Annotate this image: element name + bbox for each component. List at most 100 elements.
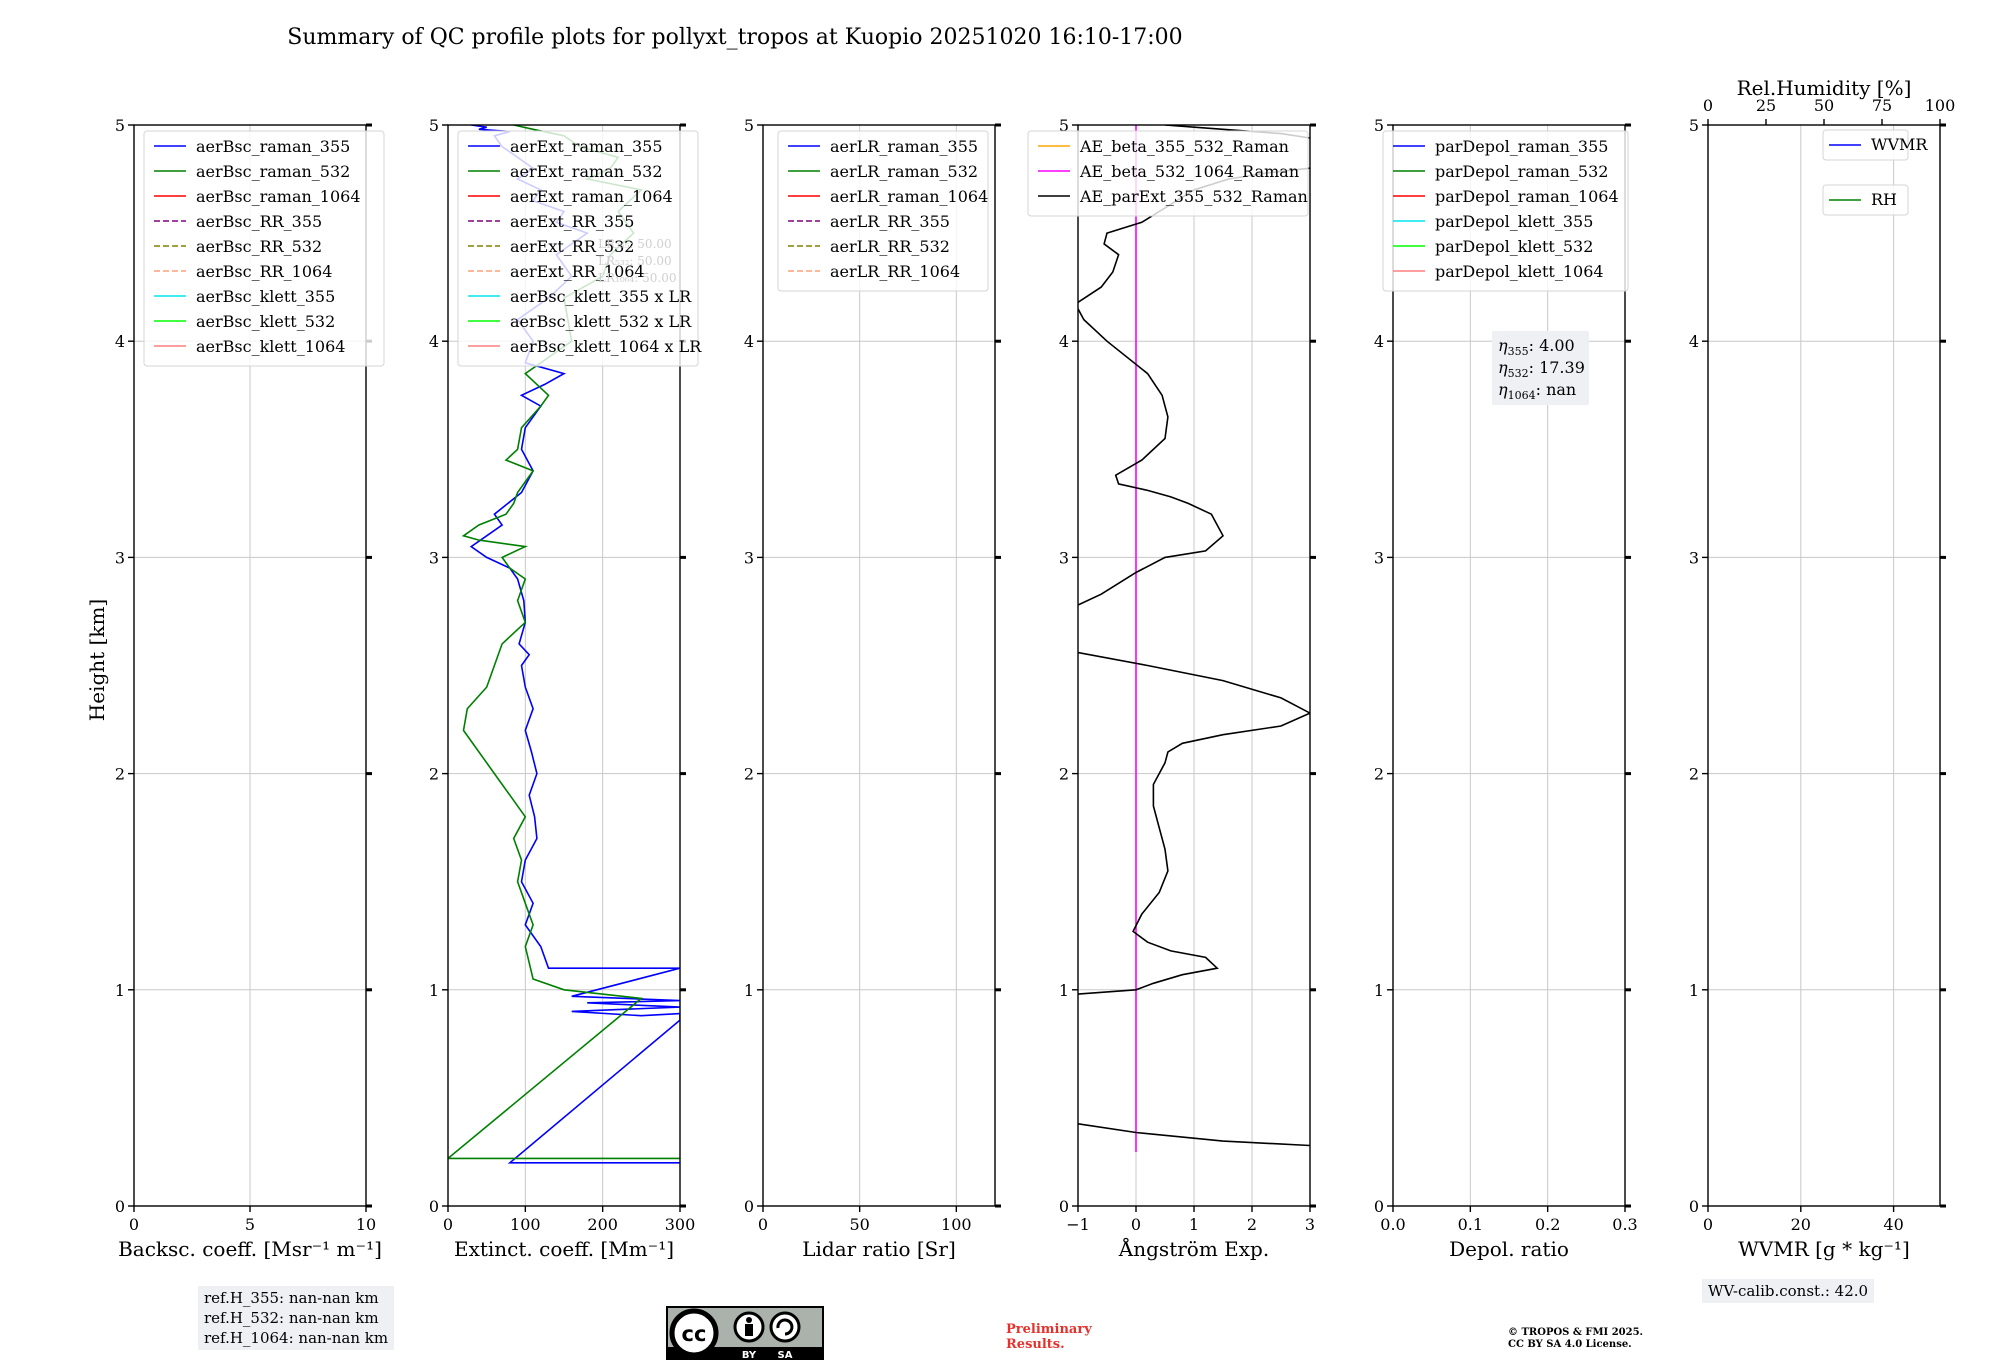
y-tick-label: 1 bbox=[115, 981, 125, 1000]
x-axis-label: Extinct. coeff. [Mm⁻¹] bbox=[454, 1237, 674, 1261]
x-tick-label: 1 bbox=[1189, 1215, 1199, 1234]
legend: aerLR_raman_355 aerLR_raman_532 aerLR_rama… bbox=[777, 130, 989, 292]
chart-title: Summary of QC profile plots for pollyxt_… bbox=[287, 25, 1182, 50]
y-tick-label: 5 bbox=[744, 116, 754, 135]
x-tick-label: 300 bbox=[665, 1215, 696, 1234]
preliminary-line-2: Results. bbox=[1006, 1337, 1065, 1352]
x-tick-label: 0 bbox=[1131, 1215, 1141, 1234]
y-tick-label: 4 bbox=[1059, 332, 1069, 351]
reference-height-box: ref.H_355: nan-nan km ref.H_532: nan-nan… bbox=[198, 1286, 395, 1350]
copyright-note: © TROPOS & FMI 2025. CC BY SA 4.0 Licens… bbox=[1508, 1327, 1643, 1351]
by-person-head-icon bbox=[746, 1317, 752, 1323]
legend-label: aerBsc_raman_1064 bbox=[196, 187, 361, 206]
x-axis-label: Depol. ratio bbox=[1449, 1237, 1569, 1261]
x-axis-label: Lidar ratio [Sr] bbox=[802, 1237, 956, 1261]
legend-box bbox=[457, 130, 699, 367]
y-tick-label: 1 bbox=[1689, 981, 1699, 1000]
x-tick-label: 0.3 bbox=[1612, 1215, 1637, 1234]
x-tick-label: 0 bbox=[1703, 1215, 1713, 1234]
eta-symbol: η bbox=[1498, 336, 1508, 355]
y-tick-label: 4 bbox=[744, 332, 754, 351]
y-tick-label: 4 bbox=[115, 332, 125, 351]
top-x-tick-label: 50 bbox=[1814, 96, 1834, 115]
legend-label: parDepol_klett_532 bbox=[1435, 237, 1593, 256]
legend-label: parDepol_raman_532 bbox=[1435, 162, 1608, 181]
y-tick-label: 2 bbox=[744, 765, 754, 784]
lidar-ratio-note: LR₁₀₆₄: 50.00 bbox=[598, 271, 676, 285]
y-axis-label: Height [km] bbox=[85, 599, 109, 721]
legend-box bbox=[1822, 184, 1909, 216]
legend-label: aerBsc_RR_532 bbox=[196, 237, 322, 256]
legend-label: aerBsc_klett_355 bbox=[196, 287, 335, 306]
cc-by-sa-license-badge: cc BY SA bbox=[666, 1306, 824, 1360]
cc-logo-icon bbox=[669, 1308, 719, 1358]
legend-label: parDepol_raman_1064 bbox=[1435, 187, 1619, 206]
y-tick-label: 5 bbox=[115, 116, 125, 135]
legend: aerExt_raman_355 aerExt_raman_532 aerExt_r… bbox=[457, 130, 702, 367]
x-tick-label: 0 bbox=[129, 1215, 139, 1234]
y-tick-label: 3 bbox=[1059, 548, 1069, 567]
y-tick-label: 4 bbox=[1374, 332, 1384, 351]
y-tick-label: 5 bbox=[429, 116, 439, 135]
x-tick-label: 0.0 bbox=[1380, 1215, 1405, 1234]
legend-box bbox=[1382, 130, 1629, 292]
x-tick-label: 100 bbox=[941, 1215, 972, 1234]
legend-label: AE_beta_532_1064_Raman bbox=[1079, 162, 1299, 181]
legend: aerBsc_raman_355 aerBsc_raman_532 aerBsc_r… bbox=[143, 130, 385, 367]
eta-subscript: 355 bbox=[1508, 345, 1529, 358]
y-tick-label: 0 bbox=[744, 1197, 754, 1216]
x-tick-label: 50 bbox=[849, 1215, 869, 1234]
legend-label: aerExt_raman_1064 bbox=[510, 187, 673, 206]
legend-label: parDepol_klett_1064 bbox=[1435, 262, 1604, 281]
x-axis-label: Ångström Exp. bbox=[1118, 1236, 1269, 1261]
eta-note: η532: 17.39 bbox=[1498, 358, 1585, 380]
legend-box bbox=[1027, 130, 1309, 217]
series-line-AE_parExt_355_532_Raman_a bbox=[1078, 1123, 1310, 1147]
y-tick-label: 2 bbox=[429, 765, 439, 784]
series-line-AE_parExt_355_532_Raman_c bbox=[1078, 308, 1225, 606]
panel-frame bbox=[762, 124, 996, 1207]
x-tick-label: 3 bbox=[1305, 1215, 1315, 1234]
legend-label: aerLR_RR_1064 bbox=[830, 262, 960, 281]
eta-value: : 4.00 bbox=[1529, 336, 1575, 355]
sa-share-alike-icon bbox=[769, 1311, 801, 1343]
top-x-tick-label: 0 bbox=[1703, 96, 1713, 115]
x-tick-label: 0.1 bbox=[1458, 1215, 1483, 1234]
eta-symbol: η bbox=[1498, 380, 1508, 399]
x-tick-label: 40 bbox=[1883, 1215, 1903, 1234]
legend-label: aerLR_RR_355 bbox=[830, 212, 950, 231]
legend: WVMR RH bbox=[1822, 129, 1928, 216]
legend-label: aerLR_raman_355 bbox=[830, 137, 978, 156]
legend-label: AE_parExt_355_532_Raman bbox=[1079, 187, 1308, 206]
legend-label: RH bbox=[1871, 190, 1897, 209]
cc-logo-text: cc bbox=[682, 1322, 707, 1346]
y-tick-label: 3 bbox=[429, 548, 439, 567]
x-tick-label: −1 bbox=[1066, 1215, 1090, 1234]
eta-value: : 17.39 bbox=[1529, 358, 1585, 377]
legend-label: aerBsc_klett_1064 x LR bbox=[510, 337, 702, 356]
legend: AE_beta_355_532_Raman AE_beta_532_1064_Ra… bbox=[1027, 130, 1309, 217]
legend-label: aerBsc_RR_355 bbox=[196, 212, 322, 231]
preliminary-results-note: Preliminary Results. bbox=[1006, 1322, 1092, 1352]
y-tick-label: 1 bbox=[744, 981, 754, 1000]
legend-box bbox=[143, 130, 385, 367]
lidar-ratio-note: LR₃₅₅: 50.00 bbox=[598, 237, 672, 251]
legend-label: AE_beta_355_532_Raman bbox=[1079, 137, 1289, 156]
panel-depol: 0 1 2 3 4 5 0.0 0.1 0.2 0.3 Depol. ratio parDepol_r… bbox=[1374, 116, 1638, 1261]
x-tick-label: 0.2 bbox=[1535, 1215, 1560, 1234]
panel-backscatter: 0 1 2 3 4 5 0 5 10 Backsc. coeff. [Msr⁻¹ m⁻¹] aerB… bbox=[115, 116, 385, 1261]
y-tick-label: 5 bbox=[1689, 116, 1699, 135]
y-tick-label: 3 bbox=[115, 548, 125, 567]
legend-label: aerExt_raman_532 bbox=[510, 162, 663, 181]
y-tick-label: 0 bbox=[1374, 1197, 1384, 1216]
by-label: BY bbox=[742, 1350, 757, 1360]
legend-label: aerLR_raman_532 bbox=[830, 162, 978, 181]
x-tick-label: 200 bbox=[587, 1215, 618, 1234]
y-tick-label: 5 bbox=[1374, 116, 1384, 135]
eta-note: η1064: nan bbox=[1498, 380, 1576, 402]
legend: parDepol_raman_355 parDepol_raman_532 parD… bbox=[1382, 130, 1629, 292]
legend-label: aerExt_raman_355 bbox=[510, 137, 663, 156]
y-tick-label: 2 bbox=[1059, 765, 1069, 784]
